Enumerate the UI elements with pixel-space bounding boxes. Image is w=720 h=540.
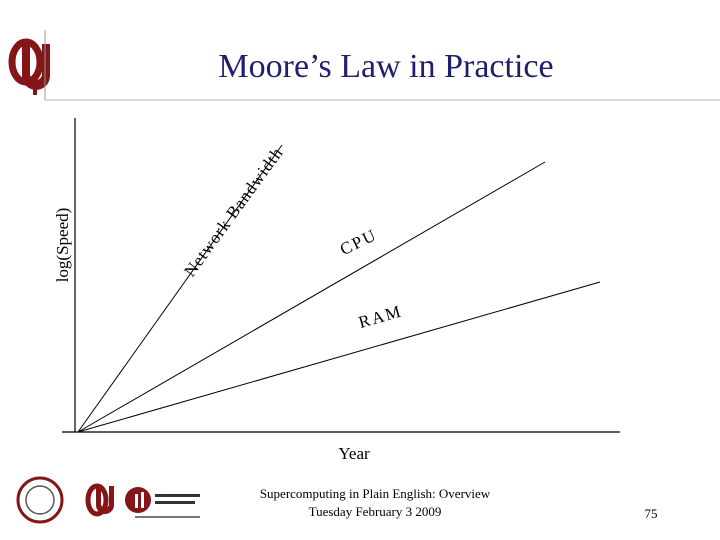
logo-o (8, 38, 44, 86)
it-text-bar (135, 516, 200, 518)
ou-small-u (96, 486, 114, 514)
oscer-logo (16, 476, 64, 524)
footer-logos (16, 476, 200, 524)
oscer-ring (25, 485, 55, 515)
x-axis-label: Year (338, 444, 370, 463)
it-i (135, 494, 138, 508)
network-line (77, 144, 283, 433)
ram-line (77, 281, 601, 433)
ou-logo (8, 38, 50, 95)
it-text-bar (155, 494, 200, 497)
it-text-bar (155, 501, 195, 504)
y-axis-label: log(Speed) (53, 208, 72, 283)
footer-line: Supercomputing in Plain English: Overvie… (260, 486, 491, 501)
slide-title: Moore’s Law in Practice (218, 48, 553, 85)
page-number: 75 (645, 506, 658, 521)
cpu-line (77, 161, 546, 433)
logo-stem (33, 82, 37, 95)
it-t (141, 492, 144, 508)
footer-line: Tuesday February 3 2009 (309, 504, 442, 519)
